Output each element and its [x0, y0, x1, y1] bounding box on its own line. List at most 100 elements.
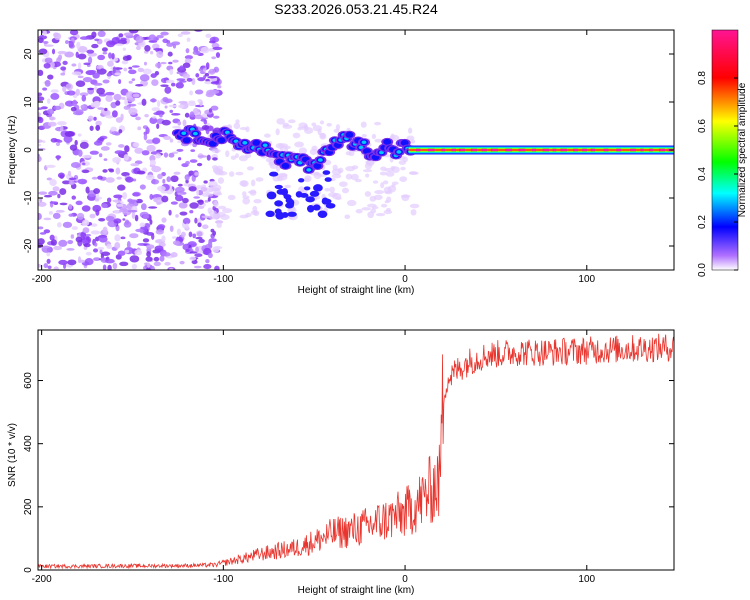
y-tick-label: 600	[23, 372, 34, 389]
noise-speckle	[102, 169, 108, 173]
noise-speckle	[215, 220, 224, 224]
halo-speckle	[326, 122, 332, 127]
colorbar-tick-label: 0.6	[697, 119, 708, 133]
noise-speckle	[141, 98, 147, 106]
noise-speckle	[54, 32, 62, 41]
noise-speckle	[102, 79, 110, 84]
halo-speckle	[233, 122, 241, 130]
halo-speckle	[350, 173, 359, 181]
noise-speckle	[149, 98, 157, 103]
noise-speckle	[75, 88, 80, 96]
noise-speckle	[194, 104, 205, 108]
noise-speckle	[86, 49, 95, 54]
noise-speckle	[87, 87, 95, 91]
noise-speckle	[60, 125, 64, 132]
noise-speckle	[80, 104, 86, 109]
noise-speckle	[201, 215, 210, 219]
noise-speckle	[189, 210, 194, 214]
noise-speckle	[172, 43, 177, 49]
noise-speckle	[159, 113, 163, 118]
halo-speckle	[406, 135, 415, 141]
noise-speckle	[105, 91, 115, 96]
figure-title: S233.2026.053.21.45.R24	[274, 1, 438, 17]
noise-speckle	[75, 80, 86, 88]
noise-speckle	[134, 214, 139, 222]
noise-speckle	[118, 129, 123, 134]
trace-blob	[324, 177, 332, 182]
noise-speckle	[148, 34, 157, 42]
noise-speckle	[182, 73, 190, 79]
noise-speckle	[188, 231, 193, 238]
halo-speckle	[311, 122, 317, 127]
noise-speckle	[97, 246, 105, 250]
halo-speckle	[319, 120, 325, 125]
halo-speckle	[213, 200, 219, 208]
noise-speckle	[49, 201, 59, 204]
halo-speckle	[275, 128, 280, 136]
noise-speckle	[194, 217, 198, 224]
noise-speckle	[178, 100, 188, 104]
noise-speckle	[194, 253, 203, 258]
noise-speckle	[82, 154, 92, 159]
halo-speckle	[215, 165, 224, 172]
noise-speckle	[135, 116, 141, 121]
noise-speckle	[115, 43, 124, 46]
noise-speckle	[182, 217, 191, 225]
noise-speckle	[112, 262, 118, 270]
halo-speckle	[304, 127, 314, 134]
noise-speckle	[185, 160, 190, 165]
noise-speckle	[176, 78, 186, 81]
noise-speckle	[119, 261, 129, 267]
noise-speckle	[184, 112, 190, 118]
noise-speckle	[128, 103, 137, 107]
noise-speckle	[161, 235, 166, 242]
noise-speckle	[50, 92, 60, 100]
noise-speckle	[113, 218, 122, 224]
noise-speckle	[89, 213, 96, 219]
trace-blob	[285, 197, 293, 204]
trace-blob	[182, 137, 191, 144]
noise-speckle	[102, 52, 108, 55]
noise-speckle	[164, 86, 172, 94]
noise-speckle	[38, 154, 41, 162]
noise-speckle	[93, 257, 101, 262]
noise-speckle	[177, 33, 183, 38]
noise-speckle	[113, 210, 120, 214]
noise-speckle	[82, 77, 93, 83]
halo-speckle	[374, 138, 383, 143]
noise-speckle	[129, 233, 139, 239]
noise-speckle	[153, 261, 161, 267]
noise-speckle	[161, 119, 171, 126]
noise-speckle	[148, 40, 158, 43]
noise-speckle	[143, 133, 148, 141]
noise-speckle	[72, 99, 78, 107]
halo-speckle	[375, 213, 386, 217]
noise-speckle	[69, 144, 78, 151]
noise-speckle	[120, 236, 126, 240]
y-tick-label: 0	[23, 567, 34, 573]
tone-peak	[451, 148, 456, 152]
noise-speckle	[160, 61, 167, 65]
halo-speckle	[217, 171, 228, 176]
spectrogram-ylabel: Frequency (Hz)	[7, 116, 18, 185]
halo-speckle	[268, 161, 274, 166]
noise-speckle	[91, 31, 97, 38]
noise-speckle	[108, 169, 115, 173]
noise-speckle	[72, 111, 83, 116]
noise-speckle	[140, 203, 147, 211]
noise-speckle	[98, 235, 108, 243]
noise-speckle	[171, 236, 177, 239]
noise-speckle	[124, 145, 130, 153]
halo-speckle	[264, 133, 271, 138]
noise-speckle	[214, 265, 220, 270]
noise-speckle	[178, 202, 188, 209]
noise-speckle	[56, 155, 60, 161]
noise-speckle	[160, 84, 169, 88]
halo-speckle	[402, 156, 408, 163]
halo-speckle	[217, 205, 227, 210]
noise-speckle	[79, 141, 89, 149]
noise-speckle	[70, 162, 81, 168]
noise-speckle	[38, 112, 41, 117]
noise-speckle	[168, 61, 173, 65]
